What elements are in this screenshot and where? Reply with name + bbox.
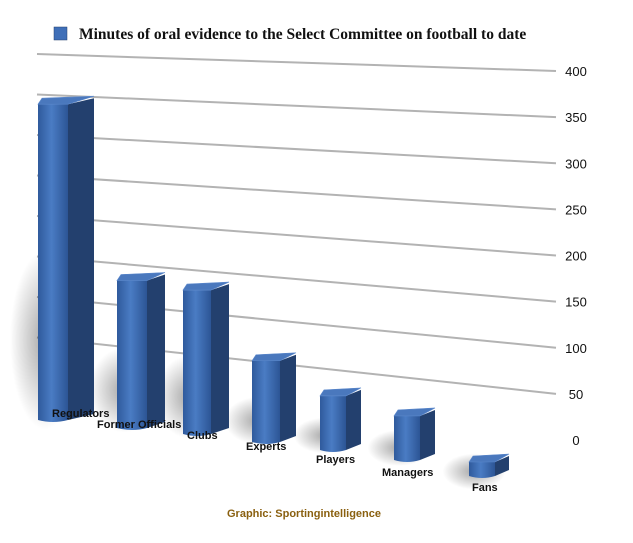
bar-front [469, 462, 495, 478]
bar-front [320, 395, 346, 452]
category-label: Clubs [187, 430, 218, 442]
gridline [36, 93, 557, 119]
bar-side [420, 409, 435, 460]
bar-side [495, 456, 509, 476]
bar-side [68, 98, 94, 420]
bar-front [117, 280, 147, 430]
bar-top [116, 272, 166, 281]
bar-fans [468, 453, 510, 478]
category-label: Fans [472, 482, 498, 494]
y-tick-label: 250 [565, 202, 587, 217]
y-tick-label: 400 [565, 64, 587, 79]
bar-side [211, 284, 229, 434]
bar-front [252, 360, 280, 444]
category-label: Managers [382, 467, 433, 479]
bar-top [393, 407, 436, 417]
bar-top [251, 352, 297, 362]
category-label: Players [316, 454, 355, 466]
y-tick-label: 300 [565, 156, 587, 171]
chart-legend: Minutes of oral evidence to the Select C… [53, 26, 526, 43]
category-label: Former Officials [97, 419, 181, 431]
bar-front [183, 290, 211, 436]
y-tick-label: 150 [565, 295, 587, 310]
gridline [36, 174, 557, 211]
category-label: Experts [246, 441, 286, 453]
y-tick-label: 50 [569, 387, 583, 402]
chart-title: Minutes of oral evidence to the Select C… [79, 26, 526, 43]
gridline [36, 215, 557, 257]
gridlines [36, 53, 557, 395]
bar-players [319, 387, 362, 452]
category-label: Regulators [52, 408, 109, 420]
bar-top [182, 281, 230, 291]
bar-front [394, 415, 420, 462]
y-tick-label: 200 [565, 249, 587, 264]
bar-clubs [182, 281, 230, 436]
bar-side [346, 389, 361, 450]
bar-front [38, 104, 68, 422]
source-credit: Graphic: Sportingintelligence [227, 508, 381, 520]
y-tick-label: 350 [565, 110, 587, 125]
bar-regulators [37, 95, 95, 422]
gridline [36, 296, 557, 349]
bar-managers [393, 407, 436, 462]
gridline [36, 255, 557, 303]
y-tick-label: 0 [572, 433, 579, 448]
bar-top [468, 453, 510, 463]
bar-experts [251, 352, 297, 444]
bar-top [319, 387, 362, 397]
bar-side [280, 354, 296, 442]
gridline [36, 53, 557, 72]
y-tick-label: 100 [565, 341, 587, 356]
bar-top [37, 95, 95, 105]
bar-side [147, 274, 165, 428]
y-axis-ticks: 0 50 100 150 200 250 300 350 400 [565, 64, 587, 448]
bars [37, 95, 510, 478]
legend-swatch [53, 26, 68, 41]
bar-former-officials [116, 272, 166, 430]
gridline [36, 134, 557, 165]
